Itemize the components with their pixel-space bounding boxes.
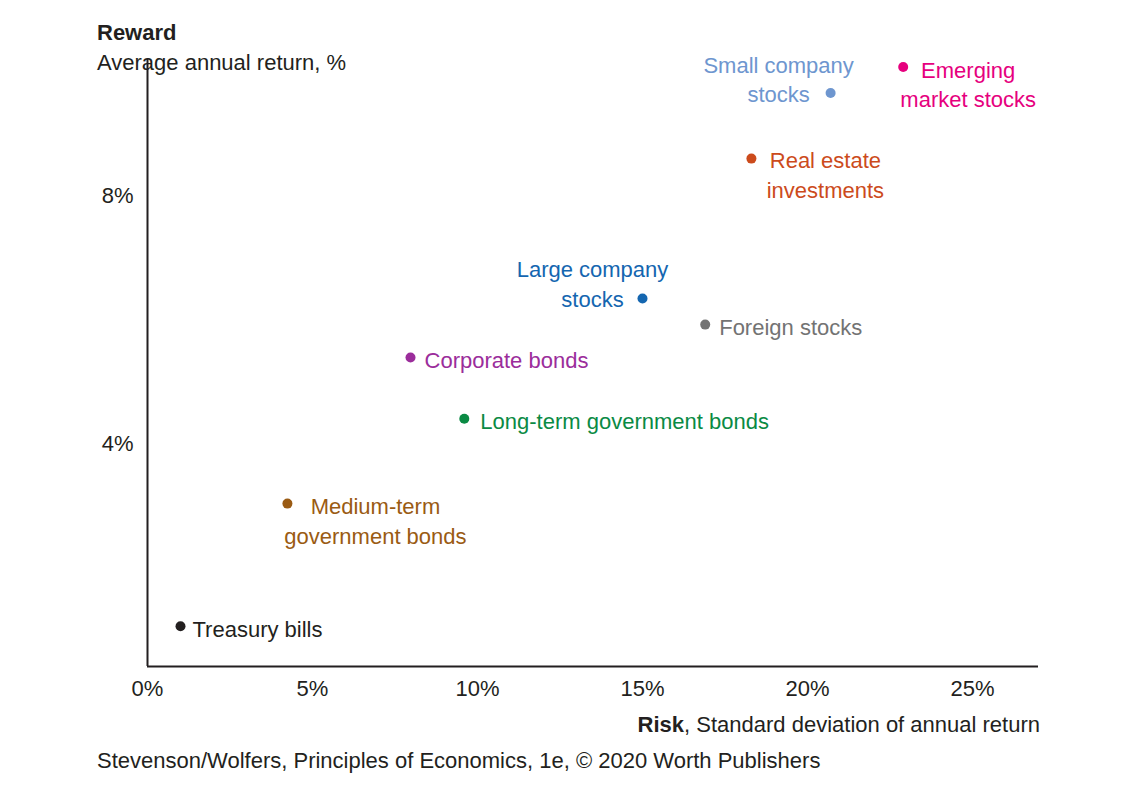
html-text:Reward: Reward xyxy=(97,20,177,45)
svg-text:15%: 15% xyxy=(620,676,664,701)
svg-text:10%: 10% xyxy=(455,676,499,701)
svg-text:25%: 25% xyxy=(950,676,994,701)
svg-text:5%: 5% xyxy=(297,676,329,701)
svg-text:Medium-termgovernment bonds: Medium-termgovernment bonds xyxy=(284,494,466,549)
svg-text:20%: 20% xyxy=(785,676,829,701)
svg-text:0%: 0% xyxy=(132,676,164,701)
svg-text:Emergingmarket stocks: Emergingmarket stocks xyxy=(900,58,1036,113)
svg-text:Long-term government bonds: Long-term government bonds xyxy=(480,409,769,434)
html-text:Risk, Standard deviation of an: Risk, Standard deviation of annual retur… xyxy=(637,712,1040,737)
svg-text:8%: 8% xyxy=(102,183,134,208)
html-text:Stevenson/Wolfers, Principles: Stevenson/Wolfers, Principles of Economi… xyxy=(97,748,821,773)
svg-text:Real estateinvestments: Real estateinvestments xyxy=(767,148,884,203)
svg-text:4%: 4% xyxy=(102,431,134,456)
svg-text:Large companystocks: Large companystocks xyxy=(517,257,669,312)
svg-text:Treasury bills: Treasury bills xyxy=(193,617,323,642)
html-text:Average annual return, %: Average annual return, % xyxy=(97,50,347,75)
svg-text:Foreign stocks: Foreign stocks xyxy=(719,315,862,340)
svg-text:Corporate bonds: Corporate bonds xyxy=(425,348,589,373)
svg-text:Small companystocks: Small companystocks xyxy=(703,53,853,108)
